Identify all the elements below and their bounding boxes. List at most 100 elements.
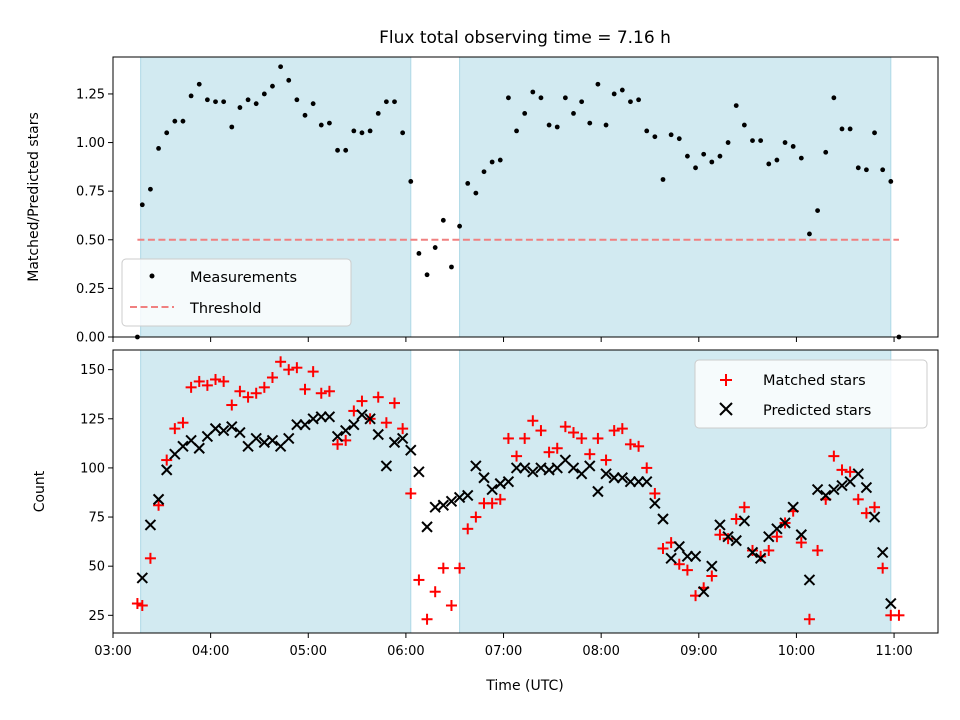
predicted-star-point	[665, 552, 677, 565]
matched-star-point	[136, 599, 148, 611]
top-x-tick-marks	[112, 337, 895, 342]
predicted-star-point	[584, 460, 596, 472]
matched-star-point	[543, 446, 555, 458]
measurement-point	[628, 99, 633, 105]
measurement-point	[619, 87, 625, 93]
predicted-star-point	[470, 460, 482, 472]
top-y-ticks: 0.00 0.25 0.50 0.75 1.00 1.25	[76, 87, 113, 346]
predicted-star-point	[356, 409, 368, 421]
measurement-point	[449, 264, 454, 270]
predicted-star-point	[885, 597, 897, 610]
bottom-y-axis-label: Count	[32, 470, 48, 512]
matched-star-point	[226, 399, 238, 411]
chart-title: Flux total observing time = 7.16 h	[379, 28, 671, 48]
predicted-star-point	[339, 424, 352, 437]
matched-star-point	[869, 501, 881, 513]
matched-star-point	[559, 421, 571, 433]
legend-threshold-label: Threshold	[189, 301, 261, 317]
matched-star-point	[405, 487, 417, 499]
top-legend-box	[121, 258, 352, 327]
x-tick-label: 03:00	[94, 644, 131, 659]
measurement-point	[440, 217, 446, 223]
predicted-star-point	[649, 497, 661, 509]
measurement-point	[774, 157, 780, 163]
predicted-star-point	[323, 411, 336, 423]
measurement-point	[815, 208, 820, 214]
measurement-point	[156, 145, 161, 151]
predicted-star-point	[860, 481, 873, 494]
matched-star-point	[250, 387, 262, 399]
measurement-point	[416, 250, 422, 256]
matched-star-point	[356, 395, 368, 407]
measurement-point	[506, 95, 511, 101]
predicted-star-point	[291, 418, 303, 431]
measurement-point	[660, 177, 666, 182]
predicted-star-point	[567, 462, 580, 474]
matched-star-point	[592, 432, 604, 444]
top-y-tick-label: 0.75	[76, 185, 105, 200]
predicted-star-point	[234, 426, 246, 439]
matched-star-point	[828, 450, 840, 462]
measurement-point	[733, 103, 739, 109]
measurement-point	[554, 124, 560, 130]
bottom-legend: Matched stars Predicted stars	[694, 359, 928, 429]
top-y-tick-label: 0.50	[76, 233, 105, 248]
bottom-y-tick-label: 50	[88, 560, 105, 575]
predicted-star-point	[510, 462, 523, 474]
legend-measurements-marker	[149, 273, 155, 279]
predicted-star-point	[421, 521, 433, 533]
matched-star-point	[258, 381, 270, 393]
predicted-star-point	[315, 411, 327, 423]
predicted-star-point	[258, 436, 271, 449]
x-tick-label: 11:00	[875, 644, 912, 659]
x-tick-label: 10:00	[778, 644, 815, 659]
predicted-star-point	[429, 501, 441, 513]
measurement-point	[335, 147, 340, 153]
measurement-point	[864, 167, 869, 173]
x-tick-label: 07:00	[485, 644, 522, 659]
measurement-point	[261, 91, 267, 97]
x-axis-label: Time (UTC)	[485, 678, 563, 694]
matched-star-point	[657, 542, 669, 554]
predicted-star-point	[876, 546, 889, 559]
measurement-point	[595, 81, 601, 87]
matched-star-point	[706, 570, 718, 582]
measurement-point	[302, 112, 308, 118]
matched-star-point	[584, 448, 596, 460]
matched-star-point	[332, 438, 344, 450]
bottom-y-tick-label: 100	[80, 461, 105, 476]
legend-matched-label: Matched stars	[763, 373, 866, 389]
predicted-star-point	[217, 424, 230, 437]
bottom-y-tick-label: 25	[88, 609, 105, 624]
measurement-point	[880, 167, 886, 173]
measurement-point	[530, 89, 536, 95]
predicted-star-point	[299, 418, 311, 431]
matched-star-point	[738, 501, 750, 513]
measurement-point	[343, 147, 349, 153]
measurement-point	[310, 101, 316, 107]
matched-star-point	[242, 391, 254, 403]
measurement-point	[693, 165, 698, 171]
measurement-point	[888, 179, 894, 184]
predicted-star-point	[209, 422, 222, 435]
predicted-star-point	[714, 519, 726, 531]
matched-star-point	[291, 362, 303, 374]
matched-star-point	[193, 375, 205, 387]
matched-star-point	[812, 544, 824, 556]
matched-star-point	[795, 537, 807, 549]
measurements-series	[135, 64, 902, 340]
measurement-point	[611, 91, 617, 97]
measurement-point	[717, 153, 723, 159]
bottom-legend-box	[694, 359, 928, 429]
measurement-point	[587, 120, 593, 126]
matched-star-point	[624, 438, 636, 450]
predicted-star-point	[437, 499, 450, 511]
predicted-star-point	[478, 472, 490, 484]
top-y-tick-label: 1.00	[76, 136, 105, 151]
predicted-star-point	[331, 430, 344, 443]
x-tick-label: 05:00	[290, 644, 327, 659]
measurement-point	[213, 99, 218, 105]
matched-star-point	[397, 423, 409, 435]
matched-star-point	[714, 529, 726, 541]
